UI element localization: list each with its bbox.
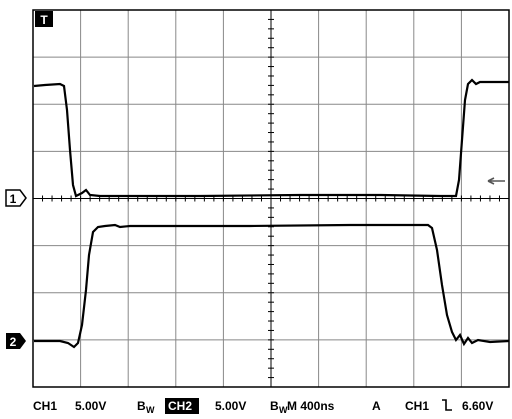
trigger-marker [35,11,53,27]
trigger-level-arrow [487,177,505,185]
status-bar: CH1 5.00V B W CH2 5.00V B W M 400ns A CH… [33,398,493,415]
status-bw1-w: W [146,405,155,415]
status-ch2-scale: 5.00V [215,399,246,413]
status-bw2-b: B [270,399,279,413]
ch2-marker [6,333,26,349]
ch1-waveform [33,78,509,198]
status-ch1: CH1 [33,399,57,413]
status-mode: A [372,399,381,413]
status-bw1-b: B [137,399,146,413]
status-trig-src: CH1 [405,399,429,413]
status-ch2: CH2 [168,399,192,413]
graticule-border [32,9,510,388]
status-timebase: M 400ns [287,399,335,413]
status-trig-level: 6.60V [462,399,493,413]
status-bw2-w: W [279,405,288,415]
ch1-marker-label: 1 [10,192,17,206]
ch2-marker-label: 2 [10,335,17,349]
trigger-slope-icon [442,399,452,411]
ch2-waveform [34,223,510,349]
graticule [33,10,509,387]
status-ch1-scale: 5.00V [75,399,106,413]
trigger-marker-label: T [40,13,48,27]
status-ch2-box [165,398,199,414]
ch1-marker [5,189,27,207]
